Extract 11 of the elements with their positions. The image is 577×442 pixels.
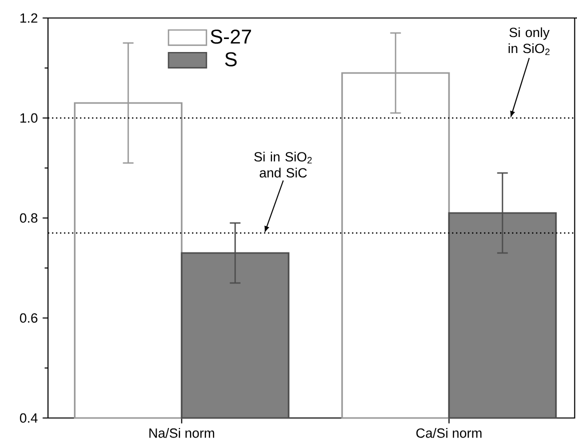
y-tick-label: 1.0 [20, 113, 38, 123]
y-tick-label: 0.4 [20, 413, 38, 423]
x-tick-label: Na/Si norm [149, 428, 214, 438]
legend-label: S-27 [210, 30, 252, 44]
ref-line-label: Si in SiO$_{2}$ and SiC [254, 152, 312, 178]
y-tick-label: 0.8 [20, 213, 38, 223]
x-tick-label: Ca/Si norm [416, 428, 482, 438]
legend-label: S [225, 52, 237, 66]
y-tick-label: 0.6 [20, 313, 38, 323]
ref-line-label: Si only in SiO$_{2}$ [508, 27, 550, 56]
y-tick-label: 1.2 [20, 13, 38, 23]
